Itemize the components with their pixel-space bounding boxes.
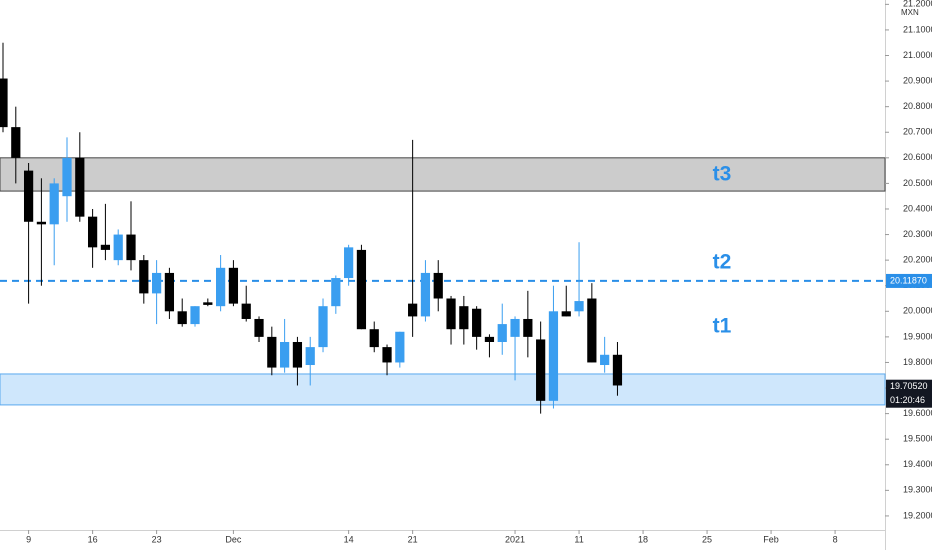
candle-body xyxy=(23,170,34,222)
candle-body xyxy=(344,247,354,279)
candle-body xyxy=(254,318,264,337)
candle-body xyxy=(126,234,136,261)
candle-body xyxy=(356,249,367,330)
candle-body xyxy=(113,234,123,261)
candle-body xyxy=(446,298,456,330)
candle-body xyxy=(87,216,98,248)
candle-body xyxy=(164,272,175,312)
candle-body xyxy=(548,311,559,401)
candle-body xyxy=(139,260,149,294)
candle-body xyxy=(536,339,546,401)
y-tick-label: 19.50000 xyxy=(903,434,932,444)
y-tick-label: 19.40000 xyxy=(903,459,932,469)
candle-body xyxy=(75,157,85,217)
candle-body xyxy=(331,278,341,307)
candle-body xyxy=(587,298,597,363)
candle-body xyxy=(152,272,162,294)
x-tick-label: 25 xyxy=(702,534,712,544)
candle-body xyxy=(600,354,610,366)
candle-body xyxy=(203,302,213,305)
candle-body xyxy=(49,183,59,225)
y-tick-label: 21.20000 xyxy=(903,0,932,9)
candle-body xyxy=(216,267,226,307)
candle-body xyxy=(561,311,571,317)
x-tick-label: 8 xyxy=(833,534,838,544)
y-tick-label: 19.80000 xyxy=(903,357,932,367)
y-tick-label: 21.00000 xyxy=(903,50,932,60)
y-tick-label: 20.60000 xyxy=(903,152,932,162)
candle-body xyxy=(433,272,443,299)
x-tick-label: 9 xyxy=(26,534,31,544)
candle-body xyxy=(369,329,379,348)
candle-body xyxy=(484,336,495,342)
candle-body xyxy=(395,331,405,363)
candle-body xyxy=(612,354,623,386)
candle-body xyxy=(318,306,328,348)
candle-body xyxy=(0,78,8,128)
candle-body xyxy=(62,157,72,197)
candle-body xyxy=(190,306,200,325)
candle-body xyxy=(408,303,418,317)
y-tick-label: 19.30000 xyxy=(903,485,932,495)
x-tick-label: 14 xyxy=(344,534,354,544)
candle-body xyxy=(472,308,482,337)
y-tick-label: 20.00000 xyxy=(903,306,932,316)
candle-body xyxy=(497,324,507,342)
candle-body xyxy=(305,347,315,366)
y-tick-label: 21.10000 xyxy=(903,24,932,34)
candle-body xyxy=(280,341,290,368)
candle-body xyxy=(228,267,239,304)
candle-body xyxy=(510,318,520,337)
x-tick-label: 16 xyxy=(88,534,98,544)
x-tick-label: 18 xyxy=(638,534,648,544)
x-tick-label: Feb xyxy=(763,534,779,544)
annotation: t3 xyxy=(713,163,732,186)
y-tick-label: 20.30000 xyxy=(903,229,932,239)
candle-body xyxy=(420,272,431,317)
y-tick-label: 19.90000 xyxy=(903,331,932,341)
countdown-label: 01:20:46 xyxy=(890,395,925,405)
x-tick-label: Dec xyxy=(225,534,242,544)
candle-body xyxy=(100,244,111,250)
level-tag xyxy=(886,273,932,288)
candle-body xyxy=(459,306,469,330)
candle-body xyxy=(11,127,21,158)
last-price-label: 19.70520 xyxy=(890,381,928,391)
candle-body xyxy=(382,347,392,363)
candle-body xyxy=(36,221,47,225)
y-tick-label: 19.20000 xyxy=(903,510,932,520)
candle-body xyxy=(241,303,251,319)
candle-body xyxy=(267,336,277,368)
zone xyxy=(0,157,886,192)
y-tick-label: 20.50000 xyxy=(903,178,932,188)
zone xyxy=(0,373,886,406)
y-tick-label: 20.80000 xyxy=(903,101,932,111)
candle-body xyxy=(177,311,187,325)
y-tick-label: 20.40000 xyxy=(903,203,932,213)
currency-label: MXN xyxy=(901,8,919,17)
level-tag-label: 20.11870 xyxy=(890,275,927,285)
candle-body xyxy=(574,301,584,312)
annotation: t1 xyxy=(713,315,732,338)
candle-body xyxy=(523,318,533,337)
y-tick-label: 20.20000 xyxy=(903,255,932,265)
y-tick-label: 20.90000 xyxy=(903,75,932,85)
x-tick-label: 21 xyxy=(408,534,418,544)
x-tick-label: 11 xyxy=(574,534,583,544)
y-tick-label: 19.60000 xyxy=(903,408,932,418)
annotation: t2 xyxy=(713,251,732,274)
x-tick-label: 23 xyxy=(152,534,162,544)
x-tick-label: 2021 xyxy=(505,534,525,544)
candle-body xyxy=(292,341,303,368)
last-price-tag xyxy=(886,379,932,408)
y-tick-label: 20.70000 xyxy=(903,127,932,137)
